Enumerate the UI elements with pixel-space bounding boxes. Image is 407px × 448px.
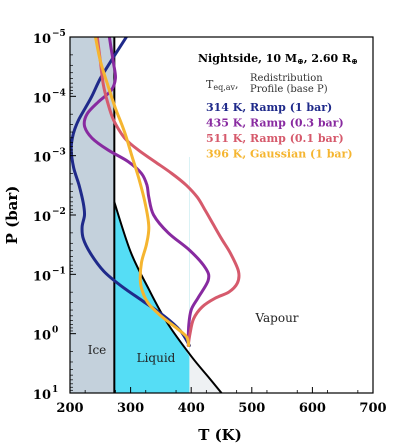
- series-line-1: [70, 37, 191, 347]
- liquid-region: [114, 201, 190, 393]
- legend-entry-4: 396 K, Gaussian (1 bar): [206, 148, 353, 161]
- y-tick-exponent: −3: [52, 148, 66, 158]
- legend-teq-label: Teq,av,: [206, 78, 239, 92]
- legend: Nightside, 10 M⊕, 2.60 R⊕ Teq,av, Redistri…: [198, 52, 358, 161]
- x-tick-label: 200: [56, 401, 83, 416]
- region-labels: Ice Liquid Vapour: [88, 311, 299, 365]
- y-tick-label: 10: [33, 32, 51, 47]
- x-tick-label: 700: [359, 401, 386, 416]
- x-axis-label: T (K): [198, 426, 242, 444]
- series-line-2: [82, 37, 211, 345]
- x-axis: 200 300 400 500 600 700: [56, 387, 387, 416]
- legend-redist-line1: Redistribution: [250, 73, 323, 84]
- y-tick-exponent: −1: [52, 266, 66, 276]
- y-tick-label: 10: [33, 210, 51, 225]
- x-tick-label: 500: [238, 401, 265, 416]
- y-tick-exponent: −2: [52, 207, 66, 217]
- ice-label: Ice: [88, 343, 107, 357]
- x-tick-label: 600: [299, 401, 326, 416]
- legend-entry-3: 511 K, Ramp (0.1 bar): [206, 132, 344, 145]
- y-tick-exponent: 0: [52, 326, 58, 336]
- phase-regions: [70, 37, 222, 393]
- y-tick-exponent: −5: [52, 29, 66, 39]
- y-tick-label: 10: [33, 388, 51, 403]
- series-line-3: [95, 37, 241, 347]
- liquid-label: Liquid: [137, 351, 176, 365]
- y-tick-label: 10: [33, 329, 51, 344]
- x-tick-label: 400: [178, 401, 205, 416]
- x-tick-label: 300: [117, 401, 144, 416]
- y-tick-label: 10: [33, 91, 51, 106]
- legend-entry-1: 314 K, Ramp (1 bar): [206, 101, 332, 114]
- legend-header: Nightside, 10 M⊕, 2.60 R⊕: [198, 52, 358, 66]
- legend-entry-2: 435 K, Ramp (0.3 bar): [206, 117, 344, 130]
- y-axis-label: P (bar): [3, 186, 21, 245]
- y-tick-exponent: 1: [52, 385, 58, 395]
- series-line-4: [94, 37, 191, 347]
- y-tick-exponent: −4: [52, 88, 66, 98]
- ice-region: [70, 37, 115, 393]
- legend-redist-line2: Profile (base P): [250, 84, 328, 95]
- temperature-profiles: [70, 37, 241, 347]
- y-tick-label: 10: [33, 151, 51, 166]
- y-tick-label: 10: [33, 269, 51, 284]
- vapour-label: Vapour: [254, 311, 298, 325]
